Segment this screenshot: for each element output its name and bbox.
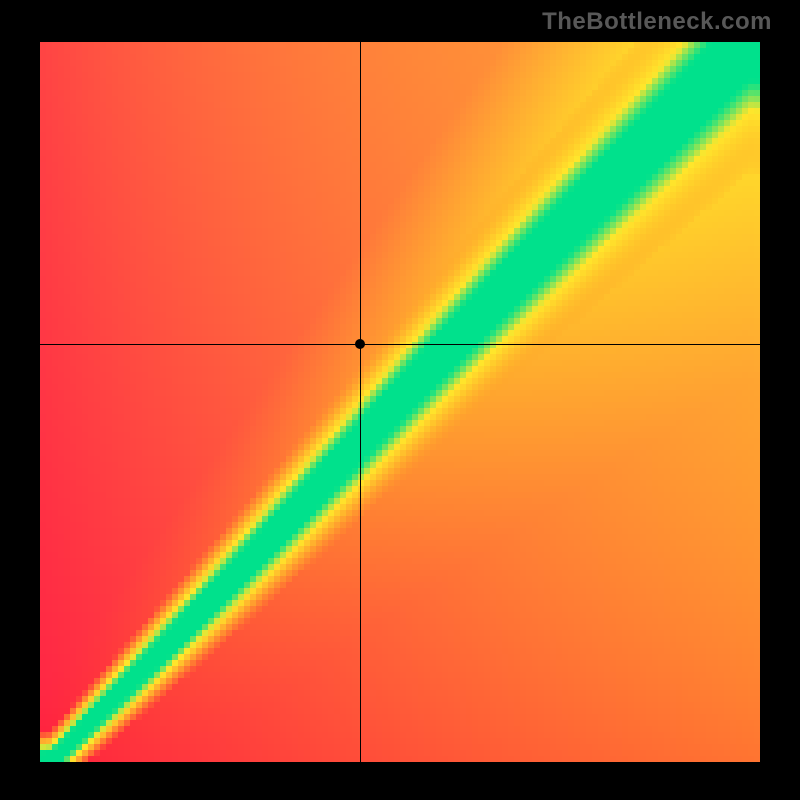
heatmap-plot — [40, 42, 760, 762]
crosshair-vertical — [360, 42, 361, 762]
crosshair-horizontal — [40, 344, 760, 345]
marker-dot — [355, 339, 365, 349]
heatmap-canvas — [40, 42, 760, 762]
watermark-text: TheBottleneck.com — [542, 8, 772, 36]
chart-container: TheBottleneck.com — [0, 0, 800, 800]
